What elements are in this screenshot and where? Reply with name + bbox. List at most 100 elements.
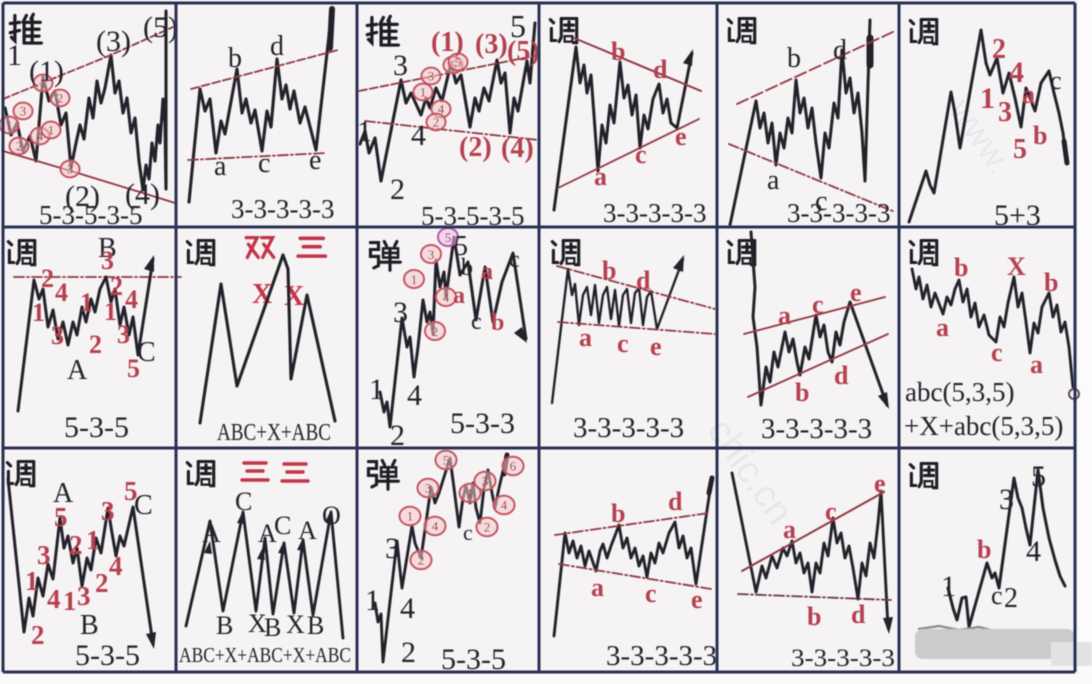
svg-text:B: B [98,233,117,264]
svg-text:3: 3 [385,532,400,565]
svg-text:c: c [645,579,657,608]
svg-text:(4): (4) [125,178,160,211]
svg-text:4: 4 [1009,56,1024,89]
svg-text:b: b [1033,121,1047,150]
svg-text:A: A [67,355,88,386]
svg-text:3-3-3-3-3: 3-3-3-3-3 [606,640,717,672]
svg-text:(2): (2) [65,180,100,213]
svg-text:d: d [668,487,683,516]
svg-text:B: B [80,610,99,641]
svg-text:ABC+X+ABC: ABC+X+ABC [217,420,331,446]
svg-text:c: c [258,148,270,179]
svg-text:d: d [636,266,651,295]
svg-text:2: 2 [57,91,64,106]
svg-text:4: 4 [109,551,123,581]
svg-text:d: d [834,361,849,390]
svg-text:3: 3 [67,162,74,177]
svg-text:A: A [298,516,317,545]
svg-text:B: B [264,613,281,642]
svg-text:1: 1 [104,297,117,326]
svg-text:a: a [767,165,780,196]
svg-text:(5): (5) [143,11,178,44]
svg-text:4: 4 [125,285,138,314]
svg-text:3-3-3-3-3: 3-3-3-3-3 [603,198,706,228]
svg-text:a: a [778,301,791,330]
svg-text:c: c [815,186,827,217]
svg-text:X: X [1007,252,1026,281]
svg-text:B: B [216,611,233,640]
svg-text:2: 2 [484,520,491,535]
svg-text:1: 1 [357,115,372,148]
svg-text:3: 3 [101,496,115,526]
svg-text:3: 3 [393,49,408,82]
svg-text:e: e [650,332,662,361]
svg-text:1: 1 [420,85,427,100]
svg-text:1: 1 [980,82,995,115]
svg-text:e: e [675,122,687,151]
svg-text:1: 1 [411,272,418,287]
svg-text:b: b [491,310,504,336]
svg-text:2: 2 [390,419,405,452]
svg-text:a: a [481,259,493,285]
svg-text:2: 2 [1004,583,1018,614]
svg-text:X: X [286,610,305,639]
svg-text:5: 5 [54,502,68,532]
svg-text:2: 2 [16,139,23,154]
svg-text:1: 1 [6,118,13,133]
svg-text:e: e [309,145,321,176]
svg-text:1: 1 [467,486,474,501]
svg-text:5: 5 [124,476,138,506]
svg-text:X: X [248,609,267,638]
svg-text:3: 3 [101,246,114,275]
svg-text:3-3-3-3-3: 3-3-3-3-3 [791,645,895,672]
svg-text:A: A [258,519,277,548]
svg-text:1: 1 [32,298,45,327]
svg-text:C: C [137,337,156,368]
svg-text:5: 5 [443,453,450,468]
svg-text:5: 5 [127,354,140,383]
svg-text:1: 1 [365,584,380,617]
svg-text:3: 3 [428,69,435,84]
svg-text:a: a [1030,350,1043,379]
svg-text:5: 5 [454,231,468,262]
svg-text:b: b [611,37,625,66]
svg-text:c: c [463,520,473,545]
svg-text:4: 4 [501,498,508,513]
svg-text:a: a [594,162,607,191]
svg-text:e: e [691,585,703,614]
svg-text:2: 2 [390,173,405,206]
svg-text:c: c [617,329,629,358]
svg-text:ABC+X+ABC+X+ABC: ABC+X+ABC+X+ABC [179,643,351,667]
svg-text:c: c [1050,66,1062,95]
svg-text:4: 4 [407,379,422,412]
svg-text:b: b [602,256,616,285]
svg-text:4: 4 [438,102,445,117]
svg-text:3: 3 [20,104,27,119]
svg-text:3: 3 [998,97,1012,128]
svg-text:d: d [851,600,866,629]
svg-text:b: b [795,378,809,407]
svg-text:(4): (4) [501,133,534,164]
svg-text:4: 4 [1026,535,1041,568]
svg-text:1: 1 [25,566,39,596]
svg-text:3: 3 [393,296,408,329]
svg-text:c: c [635,140,647,169]
svg-text:e: e [850,278,862,307]
svg-text:2: 2 [31,620,45,650]
svg-text:4: 4 [37,129,44,144]
svg-text:a: a [591,573,604,602]
svg-text:4: 4 [55,278,68,307]
svg-text:b: b [787,43,801,74]
svg-text:(3): (3) [96,25,131,58]
svg-text:1: 1 [941,570,956,603]
svg-text:(2): (2) [459,132,492,163]
svg-text:b: b [228,43,242,74]
svg-text:3: 3 [51,321,64,350]
svg-text:1: 1 [86,525,100,555]
svg-text:5-3-5-3-5: 5-3-5-3-5 [39,200,142,230]
svg-text:3: 3 [425,481,432,496]
svg-text:(1): (1) [29,55,64,88]
svg-text:c: c [471,309,482,335]
svg-text:3-3-3-3-3: 3-3-3-3-3 [787,198,890,228]
svg-text:a: a [579,323,592,352]
